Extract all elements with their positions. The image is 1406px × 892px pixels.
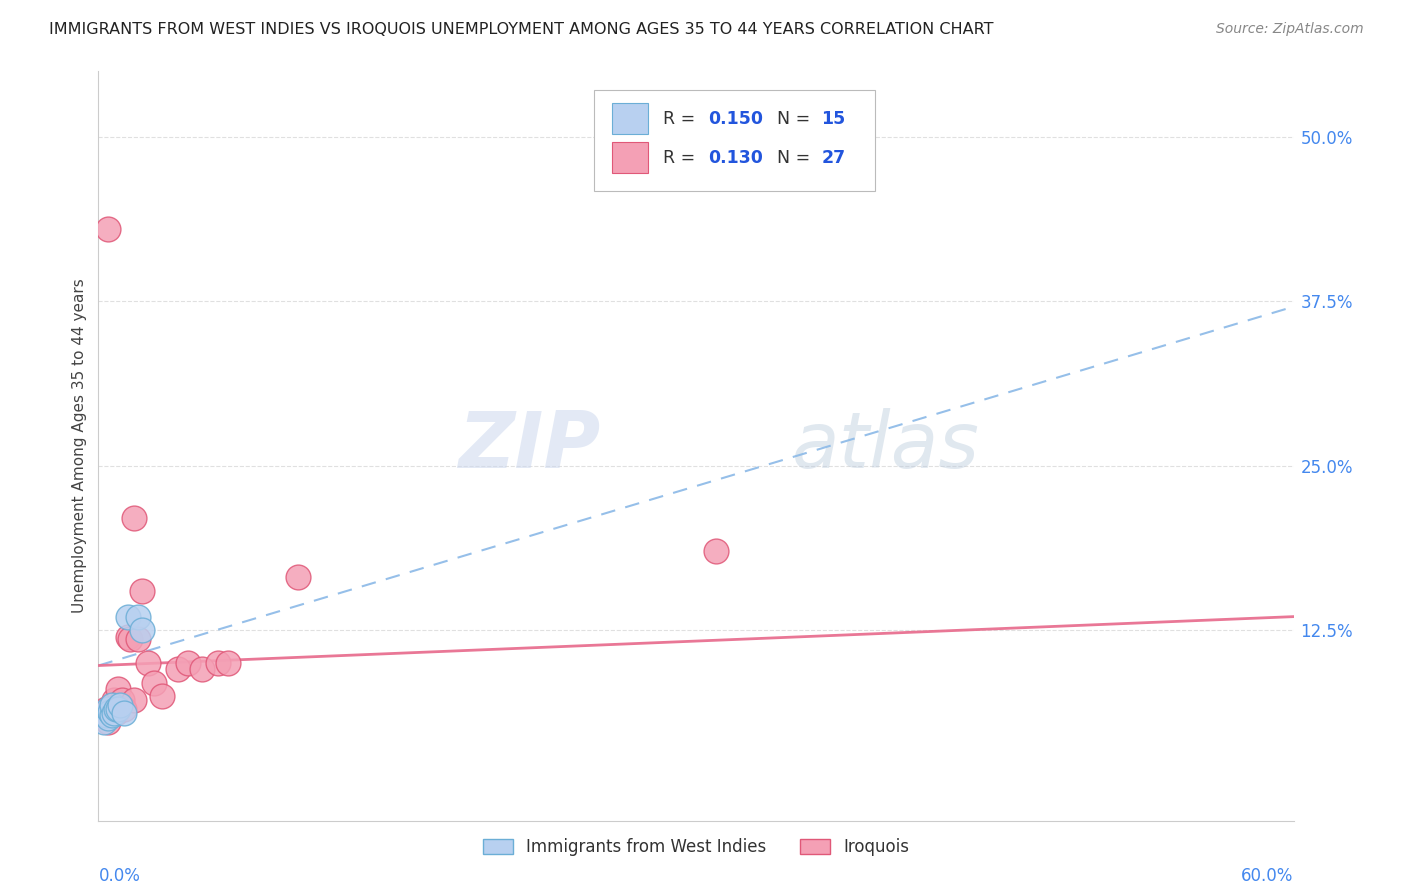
Point xyxy=(177,656,200,670)
Point xyxy=(107,702,129,716)
Text: 0.0%: 0.0% xyxy=(98,867,141,885)
Point xyxy=(287,570,309,584)
Point xyxy=(96,708,118,723)
Text: atlas: atlas xyxy=(792,408,980,484)
Point xyxy=(150,689,173,703)
Text: IMMIGRANTS FROM WEST INDIES VS IROQUOIS UNEMPLOYMENT AMONG AGES 35 TO 44 YEARS C: IMMIGRANTS FROM WEST INDIES VS IROQUOIS … xyxy=(49,22,994,37)
Text: 27: 27 xyxy=(821,149,845,167)
Point xyxy=(105,702,128,716)
Point xyxy=(704,544,727,558)
Point xyxy=(111,692,134,706)
Point xyxy=(97,222,120,236)
Point xyxy=(97,714,120,729)
Point xyxy=(103,692,125,706)
Text: 60.0%: 60.0% xyxy=(1241,867,1294,885)
Point xyxy=(124,692,146,706)
Text: ZIP: ZIP xyxy=(458,408,600,484)
Point xyxy=(136,656,159,670)
Point xyxy=(217,656,239,670)
Point xyxy=(127,610,149,624)
Point xyxy=(93,708,115,723)
Point xyxy=(191,663,214,677)
Point xyxy=(93,714,115,729)
Point xyxy=(97,702,120,716)
Point xyxy=(98,702,122,716)
Point xyxy=(167,663,190,677)
Point xyxy=(127,632,149,647)
Point xyxy=(131,583,153,598)
Point xyxy=(97,711,120,725)
Point xyxy=(105,706,128,720)
Text: N =: N = xyxy=(778,110,815,128)
Point xyxy=(101,708,124,723)
Text: 0.130: 0.130 xyxy=(709,149,763,167)
Point xyxy=(124,511,146,525)
Point xyxy=(120,632,142,647)
Point xyxy=(110,698,132,712)
Y-axis label: Unemployment Among Ages 35 to 44 years: Unemployment Among Ages 35 to 44 years xyxy=(72,278,87,614)
Text: 15: 15 xyxy=(821,110,845,128)
FancyBboxPatch shape xyxy=(613,142,648,173)
Point xyxy=(101,698,124,712)
Text: 0.150: 0.150 xyxy=(709,110,763,128)
Text: R =: R = xyxy=(662,149,700,167)
Point xyxy=(131,623,153,637)
Point xyxy=(98,705,122,719)
Text: Source: ZipAtlas.com: Source: ZipAtlas.com xyxy=(1216,22,1364,37)
Point xyxy=(101,698,124,712)
Text: N =: N = xyxy=(778,149,815,167)
Point xyxy=(103,706,125,720)
Text: R =: R = xyxy=(662,110,700,128)
Point xyxy=(207,656,229,670)
Point xyxy=(96,702,118,716)
Point xyxy=(107,682,129,697)
Legend: Immigrants from West Indies, Iroquois: Immigrants from West Indies, Iroquois xyxy=(474,830,918,864)
Point xyxy=(143,675,166,690)
Point xyxy=(112,706,135,720)
Point xyxy=(117,610,139,624)
FancyBboxPatch shape xyxy=(595,90,875,191)
Point xyxy=(117,630,139,644)
Point xyxy=(112,702,135,716)
FancyBboxPatch shape xyxy=(613,103,648,135)
